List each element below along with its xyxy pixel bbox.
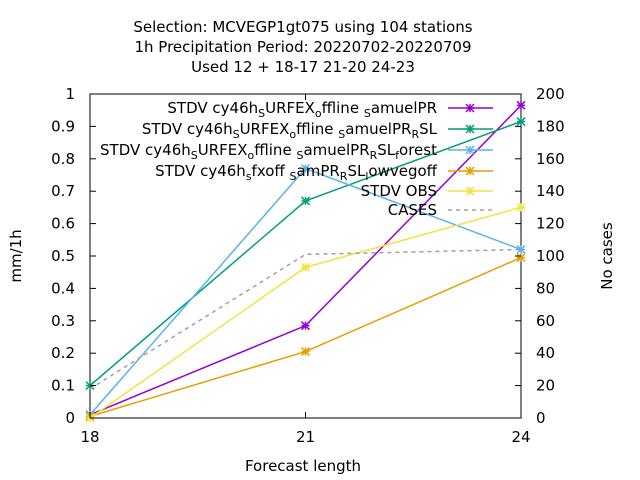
series-4 (85, 202, 526, 423)
legend-label: STDV OBS (361, 182, 437, 200)
data-point (516, 100, 526, 110)
y-tick-label: 0.8 (51, 150, 75, 168)
y-tick-label: 0.7 (51, 182, 75, 200)
y2-tick-label: 0 (536, 409, 546, 427)
legend-label: STDV cy46hSURFEXoffline SamuelPR (167, 99, 437, 120)
y-tick-label: 0.4 (51, 279, 75, 297)
y2-tick-label: 60 (536, 312, 555, 330)
legend-entry: STDV cy46hSURFEXoffline SamuelPRRSLfores… (100, 141, 493, 162)
legend-entry: STDV cy46hsfxoff SamPRRSLlowvegoff (155, 162, 493, 183)
title-line: Selection: MCVEGP1gt075 using 104 statio… (133, 18, 472, 36)
y2-tick-label: 80 (536, 279, 555, 297)
legend-marker (465, 186, 475, 196)
data-point (516, 117, 526, 127)
y2-axis-label: No cases (598, 222, 616, 290)
tick-labels: 0 0.1 0.2 0.3 0.4 0.5 0.6 0.7 0.8 0.9 1 0 20 40 60 80 10… (51, 85, 565, 446)
y-tick-label: 1 (65, 85, 75, 103)
legend-marker (465, 124, 475, 134)
y-tick-label: 0.1 (51, 377, 75, 395)
y-tick-label: 0.3 (51, 312, 75, 330)
x-tick-label: 18 (80, 428, 99, 446)
y-tick-label: 0.9 (51, 117, 75, 135)
data-point (300, 321, 311, 331)
data-point (300, 196, 311, 206)
legend-entry: STDV OBS (361, 182, 493, 200)
title-line: 1h Precipitation Period: 20220702-202207… (134, 38, 471, 56)
legend-marker (465, 103, 475, 113)
data-point (516, 244, 526, 255)
legend-label: STDV cy46hsfxoff SamPRRSLlowvegoff (155, 162, 438, 183)
legend-marker (465, 166, 475, 176)
y2-tick-label: 200 (536, 85, 565, 103)
y2-tick-label: 140 (536, 182, 565, 200)
y2-tick-label: 40 (536, 344, 555, 362)
legend-label: STDV cy46hSURFEXoffline SamuelPRRSL (142, 120, 438, 141)
series-3 (85, 253, 526, 421)
data-point (516, 202, 526, 212)
chart-title: Selection: MCVEGP1gt075 using 104 statio… (133, 18, 472, 76)
y-tick-label: 0.5 (51, 247, 75, 265)
series-layer (85, 100, 526, 423)
legend-label: CASES (388, 201, 437, 219)
y2-tick-label: 100 (536, 247, 565, 265)
series-1 (85, 117, 526, 391)
data-point (300, 347, 311, 357)
series-line (89, 256, 522, 418)
series-line (89, 167, 522, 416)
data-point (300, 262, 311, 272)
x-tick-label: 21 (296, 428, 315, 446)
y-axis-label: mm/1h (7, 229, 25, 282)
y2-tick-label: 120 (536, 215, 565, 233)
title-line: Used 12 + 18-17 21-20 24-23 (191, 58, 415, 76)
data-point (300, 163, 311, 174)
y2-tick-label: 180 (536, 117, 565, 135)
x-tick-label: 24 (511, 428, 530, 446)
y2-tick-label: 160 (536, 150, 565, 168)
y-tick-label: 0 (65, 409, 75, 427)
legend-entry: STDV cy46hSURFEXoffline SamuelPR (167, 99, 493, 120)
legend-label: STDV cy46hSURFEXoffline SamuelPRRSLfores… (100, 141, 437, 162)
series-line (89, 206, 522, 419)
data-point (516, 253, 526, 263)
legend-entry: CASES (388, 201, 493, 219)
y-tick-label: 0.2 (51, 344, 75, 362)
y2-tick-label: 20 (536, 377, 555, 395)
y-tick-label: 0.6 (51, 215, 75, 233)
legend-entry: STDV cy46hSURFEXoffline SamuelPRRSL (142, 120, 493, 141)
x-axis-label: Forecast length (245, 457, 361, 475)
legend-marker (465, 145, 475, 155)
